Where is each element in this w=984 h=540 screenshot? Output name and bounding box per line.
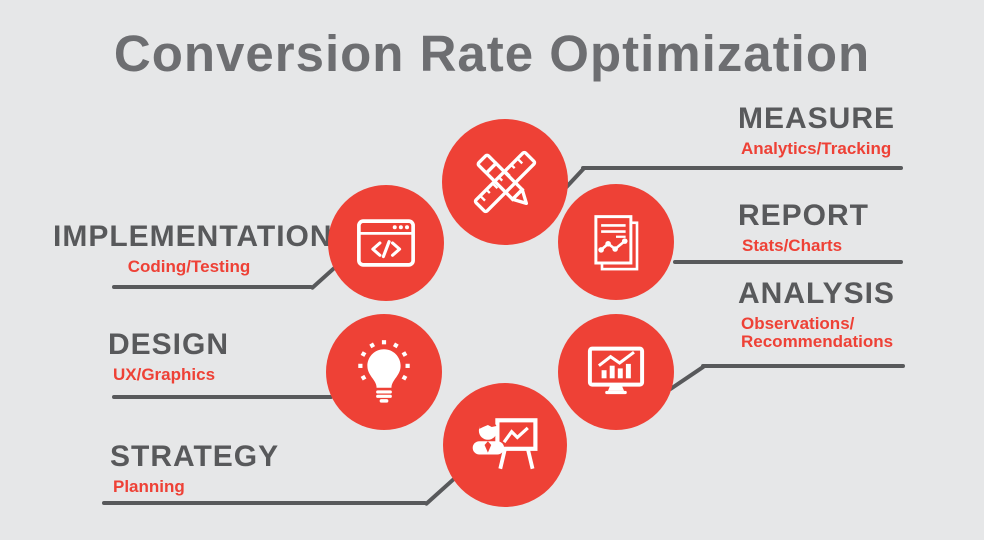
connector-line-analysis (701, 364, 905, 368)
circle-analysis (558, 314, 674, 430)
connector-line-strategy (102, 501, 427, 505)
step-sublabel-analysis: Observations/ Recommendations (738, 313, 895, 352)
connector-line-implementation (112, 285, 313, 289)
circle-implementation (328, 185, 444, 301)
page-title: Conversion Rate Optimization (113, 25, 871, 82)
step-label-implementation: IMPLEMENTATION (53, 220, 333, 253)
step-label-analysis: ANALYSIS (738, 277, 895, 310)
label-block-strategy: STRATEGY Planning (110, 441, 279, 496)
label-block-design: DESIGN UX/Graphics (108, 329, 229, 384)
code-window-icon (357, 219, 415, 267)
connector-line-design (112, 395, 333, 399)
circle-strategy (443, 383, 567, 507)
circle-report (558, 184, 674, 300)
step-label-strategy: STRATEGY (110, 440, 280, 473)
label-block-measure: MEASURE Analytics/Tracking (738, 103, 895, 158)
step-sublabel-measure: Analytics/Tracking (741, 138, 892, 158)
label-block-report: REPORT Stats/Charts (738, 200, 869, 255)
presenter-icon (472, 418, 538, 470)
circle-design (326, 314, 442, 430)
step-label-report: REPORT (738, 199, 870, 232)
circle-measure (442, 119, 568, 245)
step-sublabel-report: Stats/Charts (742, 235, 843, 255)
label-block-analysis: ANALYSIS Observations/ Recommendations (738, 278, 895, 352)
step-sublabel-analysis-line1: Observations/ (741, 313, 855, 333)
pencil-ruler-icon (473, 150, 537, 214)
step-sublabel-design: UX/Graphics (113, 364, 216, 384)
label-block-implementation: IMPLEMENTATION Coding/Testing (53, 220, 333, 276)
connector-line-measure (581, 166, 903, 170)
report-pages-icon (594, 215, 639, 271)
step-label-measure: MEASURE (738, 102, 896, 135)
monitor-chart-icon (587, 346, 645, 395)
connector-line-report (673, 260, 903, 264)
lightbulb-icon (358, 340, 410, 403)
step-sublabel-analysis-line2: Recommendations (741, 332, 894, 352)
step-sublabel-implementation: Coding/Testing (127, 256, 251, 276)
step-label-design: DESIGN (108, 328, 230, 361)
step-sublabel-strategy: Planning (113, 476, 185, 496)
